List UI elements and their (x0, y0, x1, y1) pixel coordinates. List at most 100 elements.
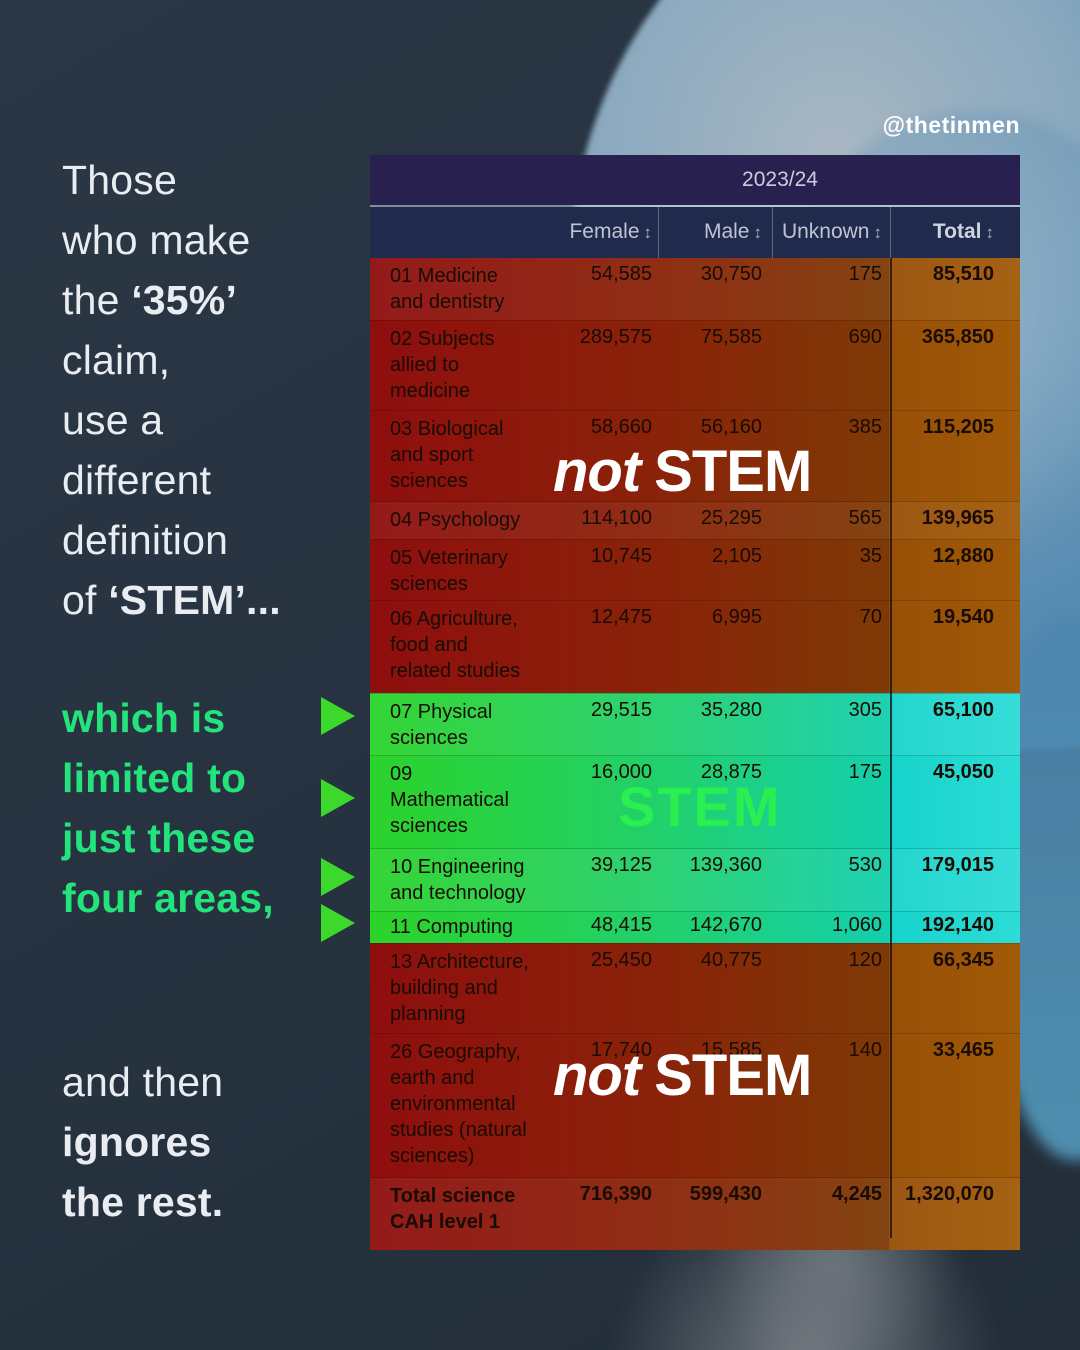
cell-female: 25,450 (590, 949, 652, 971)
cell-unknown: 305 (848, 699, 882, 721)
table-row-04-psychology: 04 Psychology 114,100 25,295 565 139,965 (370, 501, 1020, 539)
year-header: 2023/24 (742, 168, 818, 191)
table-row-07-physical: 07 Physical sciences 29,515 35,280 305 6… (370, 693, 1020, 755)
intro-line: Those (62, 157, 177, 203)
sort-icon[interactable]: ↕ (753, 223, 763, 242)
intro-line: definition (62, 517, 229, 563)
sort-icon[interactable]: ↕ (643, 223, 653, 242)
row-label: 03 Biological and sport sciences (390, 418, 504, 492)
cell-female: 716,390 (579, 1183, 652, 1205)
table-row-10-engineering: 10 Engineering and technology 39,125 139… (370, 848, 1020, 911)
column-header-unknown[interactable]: Unknown ↕ (772, 207, 890, 258)
row-label: 01 Medicine and dentistry (390, 265, 505, 313)
cell-male: 142,670 (689, 914, 762, 936)
cell-unknown: 4,245 (831, 1183, 882, 1205)
cell-female: 54,585 (590, 263, 652, 285)
row-label: Total science CAH level 1 (390, 1185, 516, 1233)
outro-line: ignores (62, 1119, 212, 1165)
stem-arrow-icon (321, 697, 355, 735)
row-label: 13 Architecture, building and planning (390, 951, 529, 1025)
cell-unknown: 120 (848, 949, 882, 971)
stem-arrow-icon (321, 858, 355, 896)
cell-total: 65,100 (932, 699, 994, 721)
cell-unknown: 175 (848, 761, 882, 783)
row-label: 09 Mathematical sciences (390, 763, 509, 837)
cell-female: 17,740 (590, 1039, 652, 1061)
cell-total: 139,965 (921, 507, 994, 529)
cell-female: 12,475 (590, 606, 652, 628)
row-label: 26 Geography, earth and environmental st… (390, 1041, 527, 1167)
not-stem-label-top: not STEM (553, 439, 812, 504)
row-label: 10 Engineering and technology (390, 856, 526, 904)
row-label: 06 Agriculture, food and related studies (390, 608, 521, 682)
cell-female: 16,000 (590, 761, 652, 783)
cell-total: 12,880 (932, 545, 994, 567)
cell-total: 66,345 (932, 949, 994, 971)
cell-total: 115,205 (922, 416, 994, 438)
column-header-female[interactable]: Female ↕ (569, 220, 653, 243)
table-row-09-mathematical: 09 Mathematical sciences 16,000 28,875 1… (370, 755, 1020, 848)
green-note-line: which is (62, 695, 226, 741)
cell-male: 30,750 (700, 263, 762, 285)
stem-label: STEM (618, 775, 782, 838)
cell-total: 365,850 (921, 326, 994, 348)
table-row-02-subjects-allied: 02 Subjects allied to medicine 289,575 7… (370, 320, 1020, 410)
cell-male: 6,995 (711, 606, 762, 628)
cell-male: 35,280 (700, 699, 762, 721)
cell-total: 192,140 (921, 914, 994, 936)
intro-line: use a (62, 397, 164, 443)
row-label: 07 Physical sciences (390, 701, 493, 749)
cell-unknown: 530 (848, 854, 882, 876)
stem-arrow-icon (321, 904, 355, 942)
cell-unknown: 70 (859, 606, 882, 628)
outro-line: and then (62, 1059, 224, 1105)
cell-total: 33,465 (932, 1039, 994, 1061)
outro-line: the rest. (62, 1179, 224, 1225)
cell-total: 1,320,070 (905, 1183, 994, 1205)
cell-female: 114,100 (581, 507, 652, 529)
row-label: 04 Psychology (390, 509, 521, 531)
table-row-total-science: Total science CAH level 1 716,390 599,43… (370, 1177, 1020, 1250)
cell-female: 289,575 (579, 326, 652, 348)
sort-icon[interactable]: ↕ (985, 223, 995, 242)
row-label: 05 Veterinary sciences (390, 547, 508, 595)
cell-male: 75,585 (700, 326, 762, 348)
table-row-05-veterinary: 05 Veterinary sciences 10,745 2,105 35 1… (370, 539, 1020, 600)
cell-male: 139,360 (689, 854, 762, 876)
cell-total: 19,540 (932, 606, 994, 628)
cell-male: 15,585 (700, 1039, 762, 1061)
column-header-male[interactable]: Male ↕ (658, 207, 772, 258)
intro-line: different (62, 457, 212, 503)
cell-unknown: 1,060 (831, 914, 882, 936)
row-label: 02 Subjects allied to medicine (390, 328, 495, 402)
column-header-row: Female ↕ Male ↕ Unknown ↕ Total ↕ (370, 207, 1020, 258)
cell-total: 45,050 (932, 761, 994, 783)
cell-unknown: 35 (859, 545, 882, 567)
cell-male: 599,430 (689, 1183, 762, 1205)
sort-icon[interactable]: ↕ (873, 223, 883, 242)
cell-unknown: 690 (848, 326, 882, 348)
table-row-13-architecture: 13 Architecture, building and planning 2… (370, 943, 1020, 1033)
table-row-01-medicine: 01 Medicine and dentistry 54,585 30,750 … (370, 258, 1020, 320)
table-row-11-computing: 11 Computing 48,415 142,670 1,060 192,14… (370, 911, 1020, 943)
column-header-total[interactable]: Total ↕ (890, 207, 1020, 258)
cell-female: 48,415 (590, 914, 652, 936)
intro-line: claim, (62, 337, 171, 383)
cell-male: 25,295 (700, 507, 762, 529)
green-note-text: which is limited to just these four area… (62, 688, 274, 928)
cell-unknown: 175 (848, 263, 882, 285)
cell-male: 2,105 (711, 545, 762, 567)
green-note-line: just these (62, 815, 256, 861)
stem-arrow-icon (321, 779, 355, 817)
intro-line: the ‘35%’ (62, 277, 238, 323)
table-row-06-agriculture: 06 Agriculture, food and related studies… (370, 600, 1020, 693)
row-label: 11 Computing (390, 916, 514, 938)
intro-line: of ‘STEM’... (62, 577, 281, 623)
cell-male: 28,875 (700, 761, 762, 783)
cell-unknown: 140 (848, 1039, 882, 1061)
total-column-divider (890, 258, 892, 1238)
cell-female: 29,515 (590, 699, 652, 721)
cell-female: 39,125 (590, 854, 652, 876)
author-handle: @thetinmen (882, 112, 1020, 138)
